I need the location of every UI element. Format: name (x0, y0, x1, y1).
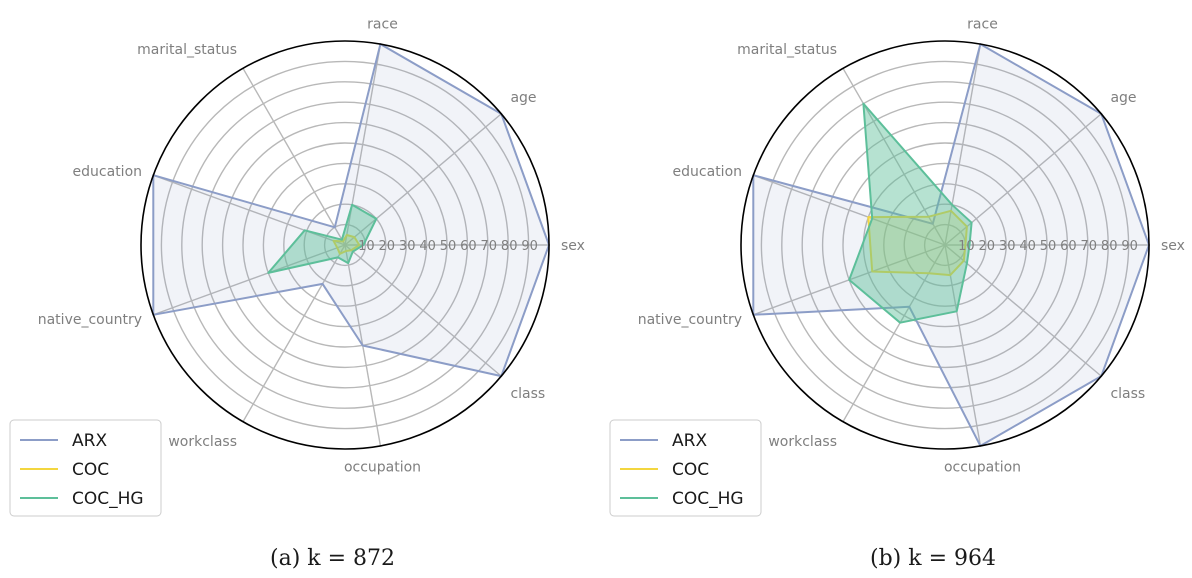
tick-label-70: 70 (1081, 239, 1098, 254)
tick-label-60: 60 (1060, 239, 1077, 254)
series-arx-area (752, 43, 1150, 447)
tick-label-30: 30 (999, 239, 1016, 254)
spoke-marital_status (242, 67, 346, 246)
outer-frame (140, 40, 550, 450)
axis-spokes (753, 43, 1149, 447)
series-coc-area (867, 209, 968, 277)
spoke-class (344, 244, 502, 377)
axis-label-marital-status: marital_status (737, 42, 837, 58)
legend-item-coc_hg: COC_HG (620, 489, 744, 509)
axis-labels: sex age race marital_status education native_… (38, 16, 585, 475)
axis-label-age: age (1110, 90, 1136, 106)
tick-label-20: 20 (379, 239, 396, 254)
tick-label-20: 20 (979, 239, 996, 254)
legend-item-arx: ARX (620, 431, 707, 451)
spoke-workclass (242, 244, 346, 423)
legend: ARX COC COC_HG (9, 419, 162, 517)
axis-label-race: race (967, 16, 998, 32)
series-coc_hg-area (267, 203, 378, 274)
spoke-occupation (944, 244, 982, 447)
legend-label: ARX (672, 431, 707, 451)
tick-label-50: 50 (1040, 239, 1057, 254)
spoke-marital_status (842, 67, 946, 246)
legend: ARX COC COC_HG (609, 419, 762, 517)
axis-label-education: education (73, 164, 142, 180)
series-coc_hg-area (848, 102, 973, 324)
axis-label-class: class (510, 386, 545, 402)
legend-label: COC (672, 460, 709, 480)
panel-caption: (b) k = 964 (870, 546, 996, 571)
tick-label-10: 10 (358, 239, 375, 254)
radar-chart-panel-b: 10 20 30 40 50 60 70 80 90 sex age race marital_stat… (609, 16, 1185, 571)
series-coc-area (332, 234, 361, 255)
tick-label-90: 90 (521, 239, 538, 254)
axis-label-occupation: occupation (344, 460, 421, 476)
tick-label-40: 40 (419, 239, 436, 254)
tick-label-60: 60 (460, 239, 477, 254)
series-layer (152, 43, 550, 378)
radial-tick-labels: 10 20 30 40 50 60 70 80 90 (358, 239, 538, 254)
axis-spokes (153, 43, 549, 447)
tick-label-80: 80 (501, 239, 518, 254)
radar-chart-panel-a: 10 20 30 40 50 60 70 80 90 sex age race marital_stat… (9, 16, 585, 571)
axis-label-sex: sex (561, 238, 585, 254)
tick-label-40: 40 (1019, 239, 1036, 254)
legend-label: ARX (72, 431, 107, 451)
axis-label-native-country: native_country (638, 312, 742, 328)
radial-tick-labels: 10 20 30 40 50 60 70 80 90 (958, 239, 1138, 254)
outer-frame (740, 40, 1150, 450)
spoke-age (344, 113, 502, 246)
axis-label-occupation: occupation (944, 460, 1021, 476)
legend-label: COC (72, 460, 109, 480)
spoke-native_country (153, 244, 346, 316)
legend-item-coc: COC (20, 460, 109, 480)
spoke-class (944, 244, 1102, 377)
panel-caption: (a) k = 872 (270, 546, 395, 571)
series-layer (752, 43, 1150, 447)
legend-label: COC_HG (72, 489, 144, 509)
axis-label-sex: sex (1161, 238, 1185, 254)
tick-label-90: 90 (1121, 239, 1138, 254)
tick-label-70: 70 (481, 239, 498, 254)
legend-box (9, 419, 162, 517)
axis-label-age: age (510, 90, 536, 106)
tick-label-30: 30 (399, 239, 416, 254)
legend-item-coc_hg: COC_HG (20, 489, 144, 509)
axis-labels: sex age race marital_status education native_… (638, 16, 1185, 475)
axis-label-native-country: native_country (38, 312, 142, 328)
axis-label-workclass: workclass (168, 434, 237, 450)
axis-label-education: education (673, 164, 742, 180)
tick-label-80: 80 (1101, 239, 1118, 254)
spoke-workclass (842, 244, 946, 423)
axis-label-class: class (1110, 386, 1145, 402)
legend-box (609, 419, 762, 517)
axis-label-workclass: workclass (768, 434, 837, 450)
tick-label-10: 10 (958, 239, 975, 254)
spoke-education (753, 174, 946, 246)
legend-item-arx: ARX (20, 431, 107, 451)
legend-item-coc: COC (620, 460, 709, 480)
axis-label-marital-status: marital_status (137, 42, 237, 58)
tick-label-50: 50 (440, 239, 457, 254)
axis-label-race: race (367, 16, 398, 32)
legend-label: COC_HG (672, 489, 744, 509)
